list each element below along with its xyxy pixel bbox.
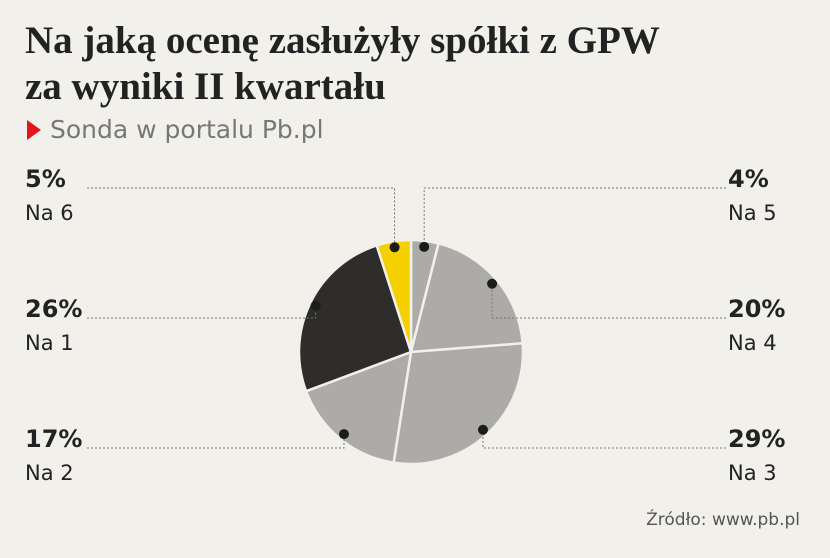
value-label: 29% (728, 425, 785, 453)
pie-slice (409, 241, 525, 354)
value-label: 26% (25, 295, 82, 323)
value-label: 4% (728, 165, 769, 193)
pie-slice (297, 243, 413, 393)
leader-dot (477, 424, 488, 435)
value-label: 17% (25, 425, 82, 453)
value-label: 20% (728, 295, 785, 323)
leader-dot (487, 278, 498, 289)
pie-slice (304, 350, 413, 465)
leader-line (482, 429, 726, 449)
pie-slice (392, 341, 525, 466)
category-label: Na 2 (25, 461, 74, 485)
leader-dot (338, 429, 349, 440)
source: Źródło: www.pb.pl (646, 508, 800, 530)
chart-title-line: Na jaką ocenę zasłużyły spółki z GPW (25, 19, 660, 62)
leader-dot (419, 241, 430, 252)
subtitle: Sonda w portalu Pb.pl (50, 115, 324, 144)
category-label: Na 1 (25, 331, 74, 355)
category-label: Na 5 (728, 201, 777, 225)
category-label: Na 6 (25, 201, 74, 225)
leader-line (423, 187, 726, 247)
subtitle-marker (27, 120, 41, 140)
value-label: 5% (25, 165, 66, 193)
leader-dot (389, 242, 400, 253)
leader-dot (310, 300, 321, 311)
leader-line (87, 434, 345, 449)
chart-title-line: za wyniki II kwartału (25, 65, 386, 108)
pie-slice (375, 238, 413, 353)
category-label: Na 4 (728, 331, 777, 355)
leader-line (491, 283, 726, 319)
category-label: Na 3 (728, 461, 777, 485)
